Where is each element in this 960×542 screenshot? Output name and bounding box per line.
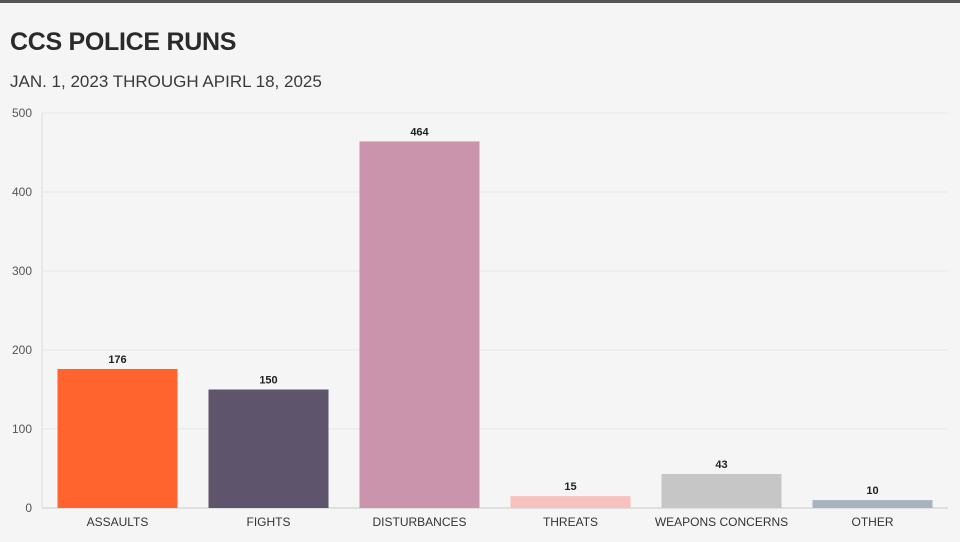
y-tick-label: 300: [12, 264, 32, 278]
bar-value-label: 10: [866, 485, 878, 497]
data-labels: 176 150 464 15 43 10: [108, 126, 878, 497]
category-label: OTHER: [852, 515, 894, 529]
x-axis: ASSAULTS FIGHTS DISTURBANCES THREATS WEAPONS…: [87, 515, 894, 529]
y-axis: 0 100 200 300 400 500: [12, 106, 43, 515]
bar-value-label: 43: [715, 459, 727, 471]
bar-value-label: 15: [564, 481, 576, 493]
y-tick-label: 200: [12, 343, 32, 357]
bar: [359, 141, 480, 508]
y-tick-label: 100: [12, 422, 32, 436]
bar: [208, 389, 329, 508]
bar: [57, 368, 178, 508]
category-label: DISTURBANCES: [372, 515, 466, 529]
y-tick-label: 400: [12, 185, 32, 199]
bar: [812, 500, 933, 508]
bar: [510, 496, 631, 508]
bar-value-label: 464: [410, 126, 429, 138]
category-label: ASSAULTS: [87, 515, 149, 529]
category-label: FIGHTS: [247, 515, 291, 529]
bar: [661, 474, 782, 508]
chart-subtitle: JAN. 1, 2023 THROUGH APIRL 18, 2025: [10, 72, 322, 91]
bar-value-label: 150: [259, 375, 277, 387]
top-rule: [0, 0, 960, 3]
bars: [57, 141, 933, 508]
chart-title: CCS POLICE RUNS: [10, 28, 237, 56]
y-tick-label: 500: [12, 106, 32, 120]
category-label: THREATS: [543, 515, 598, 529]
category-label: WEAPONS CONCERNS: [655, 515, 788, 529]
gridlines: [42, 112, 948, 509]
bar-value-label: 176: [108, 354, 126, 366]
y-tick-label: 0: [25, 501, 32, 515]
